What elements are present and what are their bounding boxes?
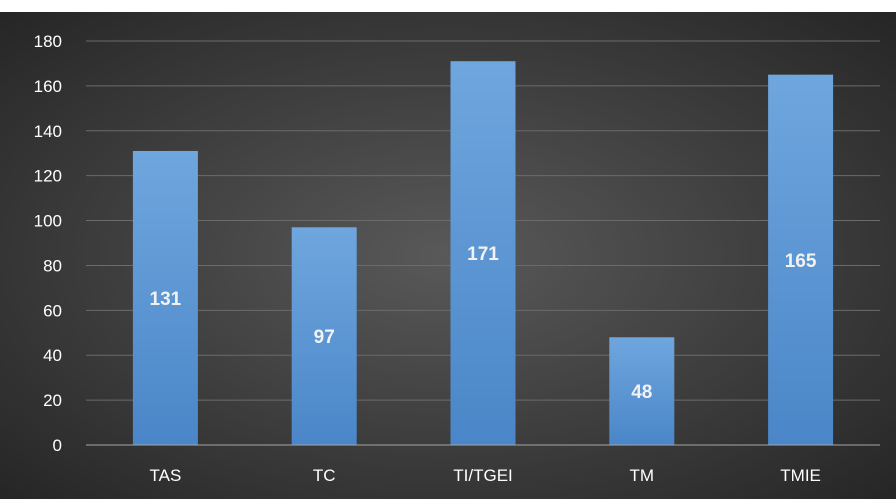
data-label: 171 — [467, 244, 499, 265]
x-category-label: TMIE — [780, 466, 821, 485]
x-axis-category-labels: TAS TC TI/TGEI TM TMIE — [149, 466, 820, 485]
y-tick-label: 60 — [43, 301, 62, 320]
data-label: 48 — [631, 382, 652, 403]
x-category-label: TM — [630, 466, 655, 485]
y-tick-label: 20 — [43, 391, 62, 410]
y-tick-label: 120 — [34, 167, 62, 186]
y-tick-label: 40 — [43, 346, 62, 365]
y-axis-tick-labels: 0 20 40 60 80 100 120 140 160 180 — [34, 32, 62, 455]
bar — [132, 150, 198, 445]
data-label: 131 — [150, 289, 182, 310]
bar — [768, 74, 834, 446]
data-labels: 131 97 171 48 165 — [150, 244, 817, 403]
y-tick-label: 0 — [53, 436, 62, 455]
x-category-label: TC — [313, 466, 336, 485]
bar — [291, 227, 357, 445]
data-label: 165 — [785, 251, 817, 272]
y-tick-label: 80 — [43, 256, 62, 275]
y-tick-label: 140 — [34, 122, 62, 141]
y-tick-label: 160 — [34, 77, 62, 96]
bar-series — [132, 61, 834, 446]
bar — [450, 61, 516, 445]
y-tick-label: 100 — [34, 212, 62, 231]
x-category-label: TI/TGEI — [453, 466, 513, 485]
bar — [609, 337, 675, 445]
y-tick-label: 180 — [34, 32, 62, 51]
x-category-label: TAS — [149, 466, 181, 485]
data-label: 97 — [314, 327, 335, 348]
